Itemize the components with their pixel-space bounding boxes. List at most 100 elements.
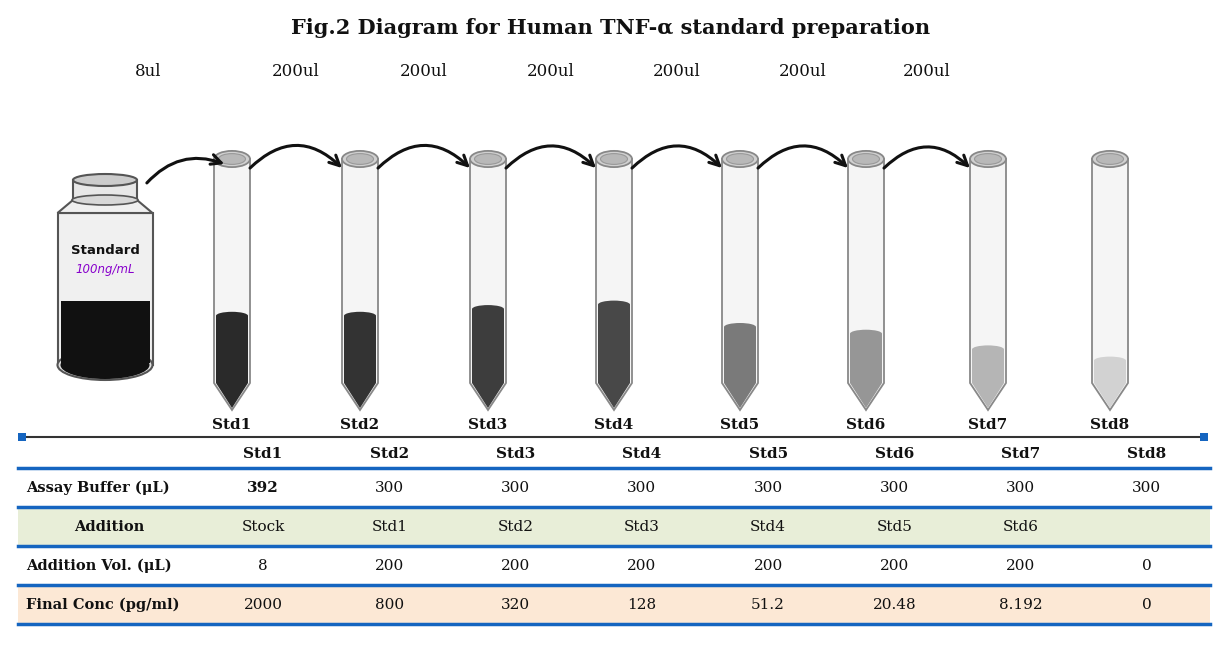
Text: 20.48: 20.48 <box>873 598 916 612</box>
Text: Std1: Std1 <box>243 447 282 461</box>
Text: Std8: Std8 <box>1127 447 1167 461</box>
Text: Std6: Std6 <box>875 447 914 461</box>
Ellipse shape <box>600 153 628 165</box>
Text: Std3: Std3 <box>496 447 535 461</box>
Ellipse shape <box>1094 357 1125 364</box>
Text: Fig.2 Diagram for Human TNF-α standard preparation: Fig.2 Diagram for Human TNF-α standard p… <box>291 18 931 38</box>
Text: 300: 300 <box>1006 481 1035 495</box>
Text: 100ng/mL: 100ng/mL <box>76 264 134 276</box>
Polygon shape <box>57 213 153 365</box>
Text: 8: 8 <box>258 559 268 573</box>
Text: 0: 0 <box>1143 598 1152 612</box>
Text: 200: 200 <box>627 559 656 573</box>
Text: 51.2: 51.2 <box>752 598 785 612</box>
Ellipse shape <box>342 151 378 167</box>
Text: 392: 392 <box>247 481 279 495</box>
Polygon shape <box>848 159 884 410</box>
Text: 200ul: 200ul <box>273 63 320 80</box>
Ellipse shape <box>61 351 149 379</box>
Text: Std5: Std5 <box>749 447 788 461</box>
FancyArrowPatch shape <box>147 155 221 183</box>
Text: 200: 200 <box>880 559 909 573</box>
Text: 300: 300 <box>1133 481 1161 495</box>
Text: Stock: Stock <box>242 520 285 534</box>
Polygon shape <box>342 159 378 410</box>
Text: Std7: Std7 <box>968 418 1008 432</box>
Text: 320: 320 <box>501 598 530 612</box>
Text: Std4: Std4 <box>594 418 634 432</box>
Polygon shape <box>598 304 631 408</box>
Text: 200: 200 <box>1006 559 1035 573</box>
Polygon shape <box>971 349 1004 408</box>
Text: Std4: Std4 <box>750 520 786 534</box>
Text: 200: 200 <box>501 559 530 573</box>
Text: 8ul: 8ul <box>134 63 161 80</box>
Ellipse shape <box>470 151 506 167</box>
Text: Std6: Std6 <box>847 418 886 432</box>
Text: Std8: Std8 <box>1090 418 1129 432</box>
Text: 300: 300 <box>754 481 782 495</box>
Polygon shape <box>970 159 1006 410</box>
Polygon shape <box>61 301 149 363</box>
Ellipse shape <box>971 345 1004 353</box>
Text: Std5: Std5 <box>721 418 760 432</box>
Ellipse shape <box>73 174 137 186</box>
Polygon shape <box>57 200 153 213</box>
Bar <box>18 547 1210 585</box>
Ellipse shape <box>472 305 503 313</box>
Ellipse shape <box>722 151 758 167</box>
Ellipse shape <box>598 300 631 309</box>
Text: Std3: Std3 <box>624 520 660 534</box>
Text: Final Conc (pg/ml): Final Conc (pg/ml) <box>26 597 180 613</box>
Text: Std2: Std2 <box>497 520 534 534</box>
Ellipse shape <box>723 323 756 331</box>
Ellipse shape <box>347 153 374 165</box>
Polygon shape <box>216 316 248 408</box>
Bar <box>18 469 1210 507</box>
Text: Standard: Standard <box>71 244 139 257</box>
Polygon shape <box>851 334 882 408</box>
Text: Std3: Std3 <box>468 418 507 432</box>
Bar <box>1200 433 1209 441</box>
Polygon shape <box>1092 159 1128 410</box>
Text: 300: 300 <box>627 481 656 495</box>
Ellipse shape <box>72 195 138 205</box>
Polygon shape <box>214 159 251 410</box>
Ellipse shape <box>853 153 880 165</box>
Text: 128: 128 <box>627 598 656 612</box>
Text: Assay Buffer (μL): Assay Buffer (μL) <box>26 481 170 495</box>
Ellipse shape <box>596 151 632 167</box>
FancyArrowPatch shape <box>758 146 846 168</box>
Ellipse shape <box>474 153 501 165</box>
FancyArrowPatch shape <box>251 146 340 168</box>
Ellipse shape <box>848 151 884 167</box>
Ellipse shape <box>345 311 376 320</box>
Ellipse shape <box>970 151 1006 167</box>
Ellipse shape <box>57 350 153 380</box>
Polygon shape <box>596 159 632 410</box>
Text: 300: 300 <box>375 481 404 495</box>
Polygon shape <box>1094 360 1125 408</box>
Text: 300: 300 <box>501 481 530 495</box>
Ellipse shape <box>851 330 882 338</box>
Text: 200ul: 200ul <box>400 63 448 80</box>
Polygon shape <box>723 327 756 408</box>
Text: Std7: Std7 <box>1001 447 1040 461</box>
Text: 8.192: 8.192 <box>998 598 1042 612</box>
Ellipse shape <box>1096 153 1123 165</box>
Text: Std6: Std6 <box>1002 520 1039 534</box>
Text: 200ul: 200ul <box>903 63 951 80</box>
Text: 800: 800 <box>375 598 404 612</box>
Text: Addition Vol. (μL): Addition Vol. (μL) <box>26 559 171 573</box>
Text: Std2: Std2 <box>370 447 409 461</box>
Ellipse shape <box>974 153 1002 165</box>
Ellipse shape <box>219 153 246 165</box>
Text: 300: 300 <box>880 481 909 495</box>
Text: Std4: Std4 <box>622 447 661 461</box>
Ellipse shape <box>1092 151 1128 167</box>
Text: 200: 200 <box>754 559 783 573</box>
Ellipse shape <box>727 153 754 165</box>
Polygon shape <box>73 180 137 200</box>
FancyArrowPatch shape <box>506 146 594 168</box>
FancyArrowPatch shape <box>632 146 720 168</box>
